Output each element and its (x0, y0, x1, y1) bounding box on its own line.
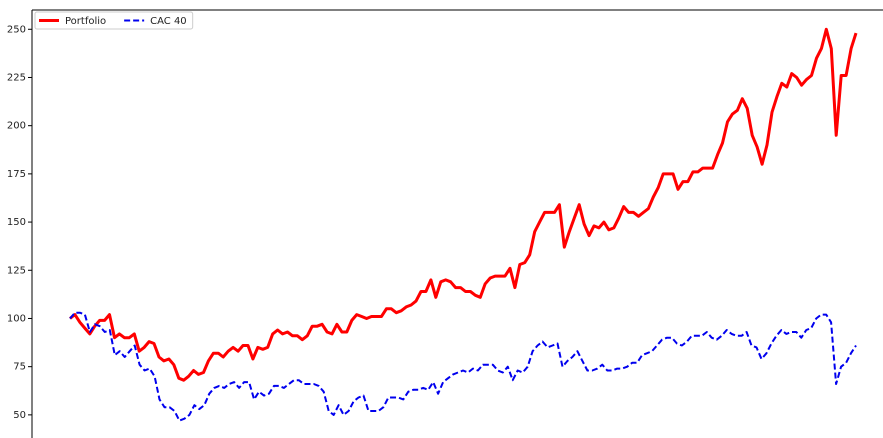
legend-box (34, 11, 194, 30)
y-tick-label: 225 (7, 72, 26, 83)
y-tick-label: 100 (7, 313, 26, 324)
y-tick-label: 175 (7, 169, 26, 180)
legend-label: Portfolio (65, 16, 106, 27)
series-line (69, 27, 858, 382)
y-tick-label: 250 (7, 24, 26, 35)
y-tick-label: 150 (7, 217, 26, 228)
series-line (69, 311, 857, 422)
legend-label: CAC 40 (150, 16, 187, 27)
y-tick-label: 200 (7, 121, 26, 132)
y-tick-label: 125 (7, 265, 26, 276)
y-tick-label: 75 (13, 362, 26, 373)
y-tick-label: 50 (13, 410, 26, 421)
